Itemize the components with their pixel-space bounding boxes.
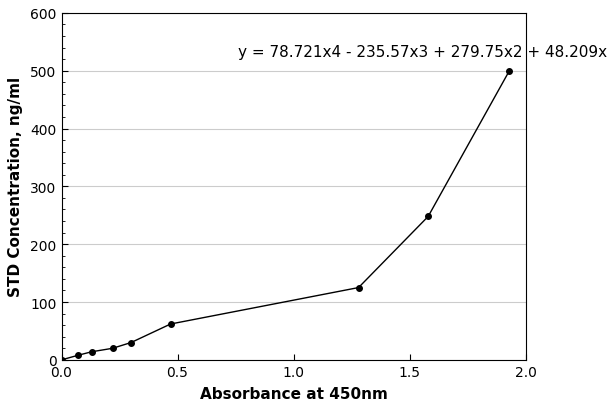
X-axis label: Absorbance at 450nm: Absorbance at 450nm [199, 386, 387, 401]
Y-axis label: STD Concentration, ng/ml: STD Concentration, ng/ml [9, 77, 23, 297]
Text: y = 78.721x4 - 235.57x3 + 279.75x2 + 48.209x: y = 78.721x4 - 235.57x3 + 279.75x2 + 48.… [238, 45, 607, 60]
